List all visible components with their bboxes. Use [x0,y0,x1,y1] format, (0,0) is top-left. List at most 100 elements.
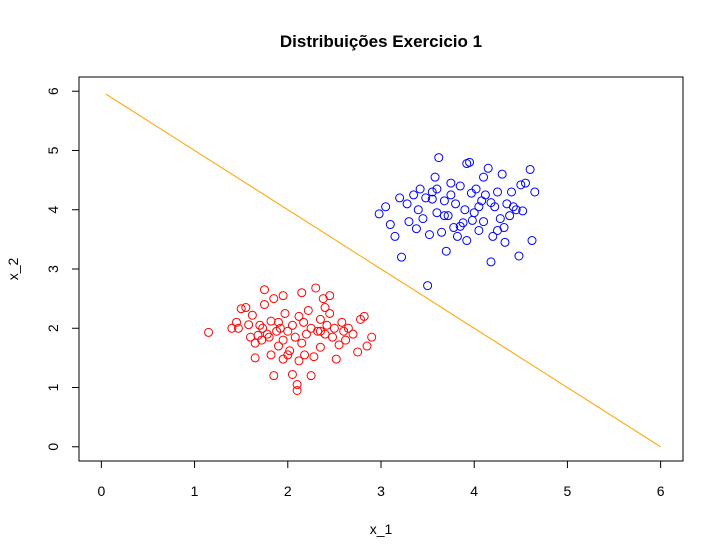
data-point [292,380,302,390]
data-point [294,311,304,321]
x-axis-label: x_1 [370,521,393,537]
data-point [432,184,442,194]
data-point [471,184,481,194]
decision-line-layer [105,93,661,448]
data-point [301,329,311,339]
data-point [236,304,246,314]
data-point [462,236,472,246]
data-point [334,340,344,350]
x-tick-label: 6 [657,483,665,499]
data-point [441,246,451,256]
data-point [385,220,395,230]
data-point [275,323,285,333]
data-point [315,342,325,352]
points-layer [204,153,540,395]
data-point [204,327,214,337]
data-point [514,251,524,261]
data-point [479,172,489,182]
data-point [434,153,444,163]
data-point [390,231,400,241]
data-point [359,311,369,321]
data-point [439,196,449,206]
data-point [299,317,309,327]
data-point [424,230,434,240]
x-axis: 0 1 2 3 4 5 6 [97,460,665,499]
data-point [313,326,323,336]
data-point [437,227,447,237]
data-point [259,300,269,310]
data-point [413,205,423,215]
data-point [329,323,339,333]
data-point [259,285,269,295]
data-point [439,211,449,221]
data-point [292,385,302,395]
data-point [506,187,516,197]
data-point [446,190,456,200]
data-point [241,303,251,313]
data-point [348,329,358,339]
data-point [278,335,288,345]
y-axis-label: x_2 [5,258,21,281]
data-point [362,341,372,351]
data-point [493,187,503,197]
x-tick-label: 4 [470,483,478,499]
data-point [287,320,297,330]
data-point [418,214,428,224]
data-point [427,194,437,204]
data-point [337,317,347,327]
data-point [300,350,310,360]
data-point [306,371,316,381]
data-point [500,237,510,247]
data-point [455,221,465,231]
data-point [527,236,537,246]
data-point [415,184,425,194]
data-point [227,323,237,333]
data-point [325,291,335,301]
y-tick-label: 5 [45,146,61,154]
data-point [266,316,276,326]
data-point [402,199,412,209]
data-point [320,303,330,313]
data-point [320,329,330,339]
data-point [397,252,407,262]
data-point [297,288,307,298]
data-point [269,371,279,381]
data-point [488,231,498,241]
data-point [483,163,493,173]
data-point [516,180,526,190]
data-point [486,257,496,267]
data-point [311,283,321,293]
data-point [315,326,325,336]
data-point [495,214,505,224]
data-point [508,202,518,212]
data-point [395,193,405,203]
data-point [266,350,276,360]
data-point [303,305,313,315]
data-point [290,332,300,342]
data-point [258,323,268,333]
data-point [269,294,279,304]
data-point [432,208,442,218]
data-point [505,211,515,221]
data-point [367,332,377,342]
data-point [280,308,290,318]
data-point [493,225,503,235]
data-point [474,225,484,235]
data-point [430,172,440,182]
data-point [518,206,528,216]
data-point [287,369,297,379]
data-point [283,326,293,336]
data-point [446,178,456,188]
data-point [309,352,319,362]
data-point [253,330,263,340]
data-point [294,356,304,366]
data-point [520,178,530,188]
data-point [250,353,260,363]
data-point [255,320,265,330]
data-point [423,281,433,291]
chart-title: Distribuições Exercicio 1 [280,32,482,51]
y-tick-label: 3 [45,265,61,273]
data-point [343,323,353,333]
y-tick-label: 1 [45,383,61,391]
